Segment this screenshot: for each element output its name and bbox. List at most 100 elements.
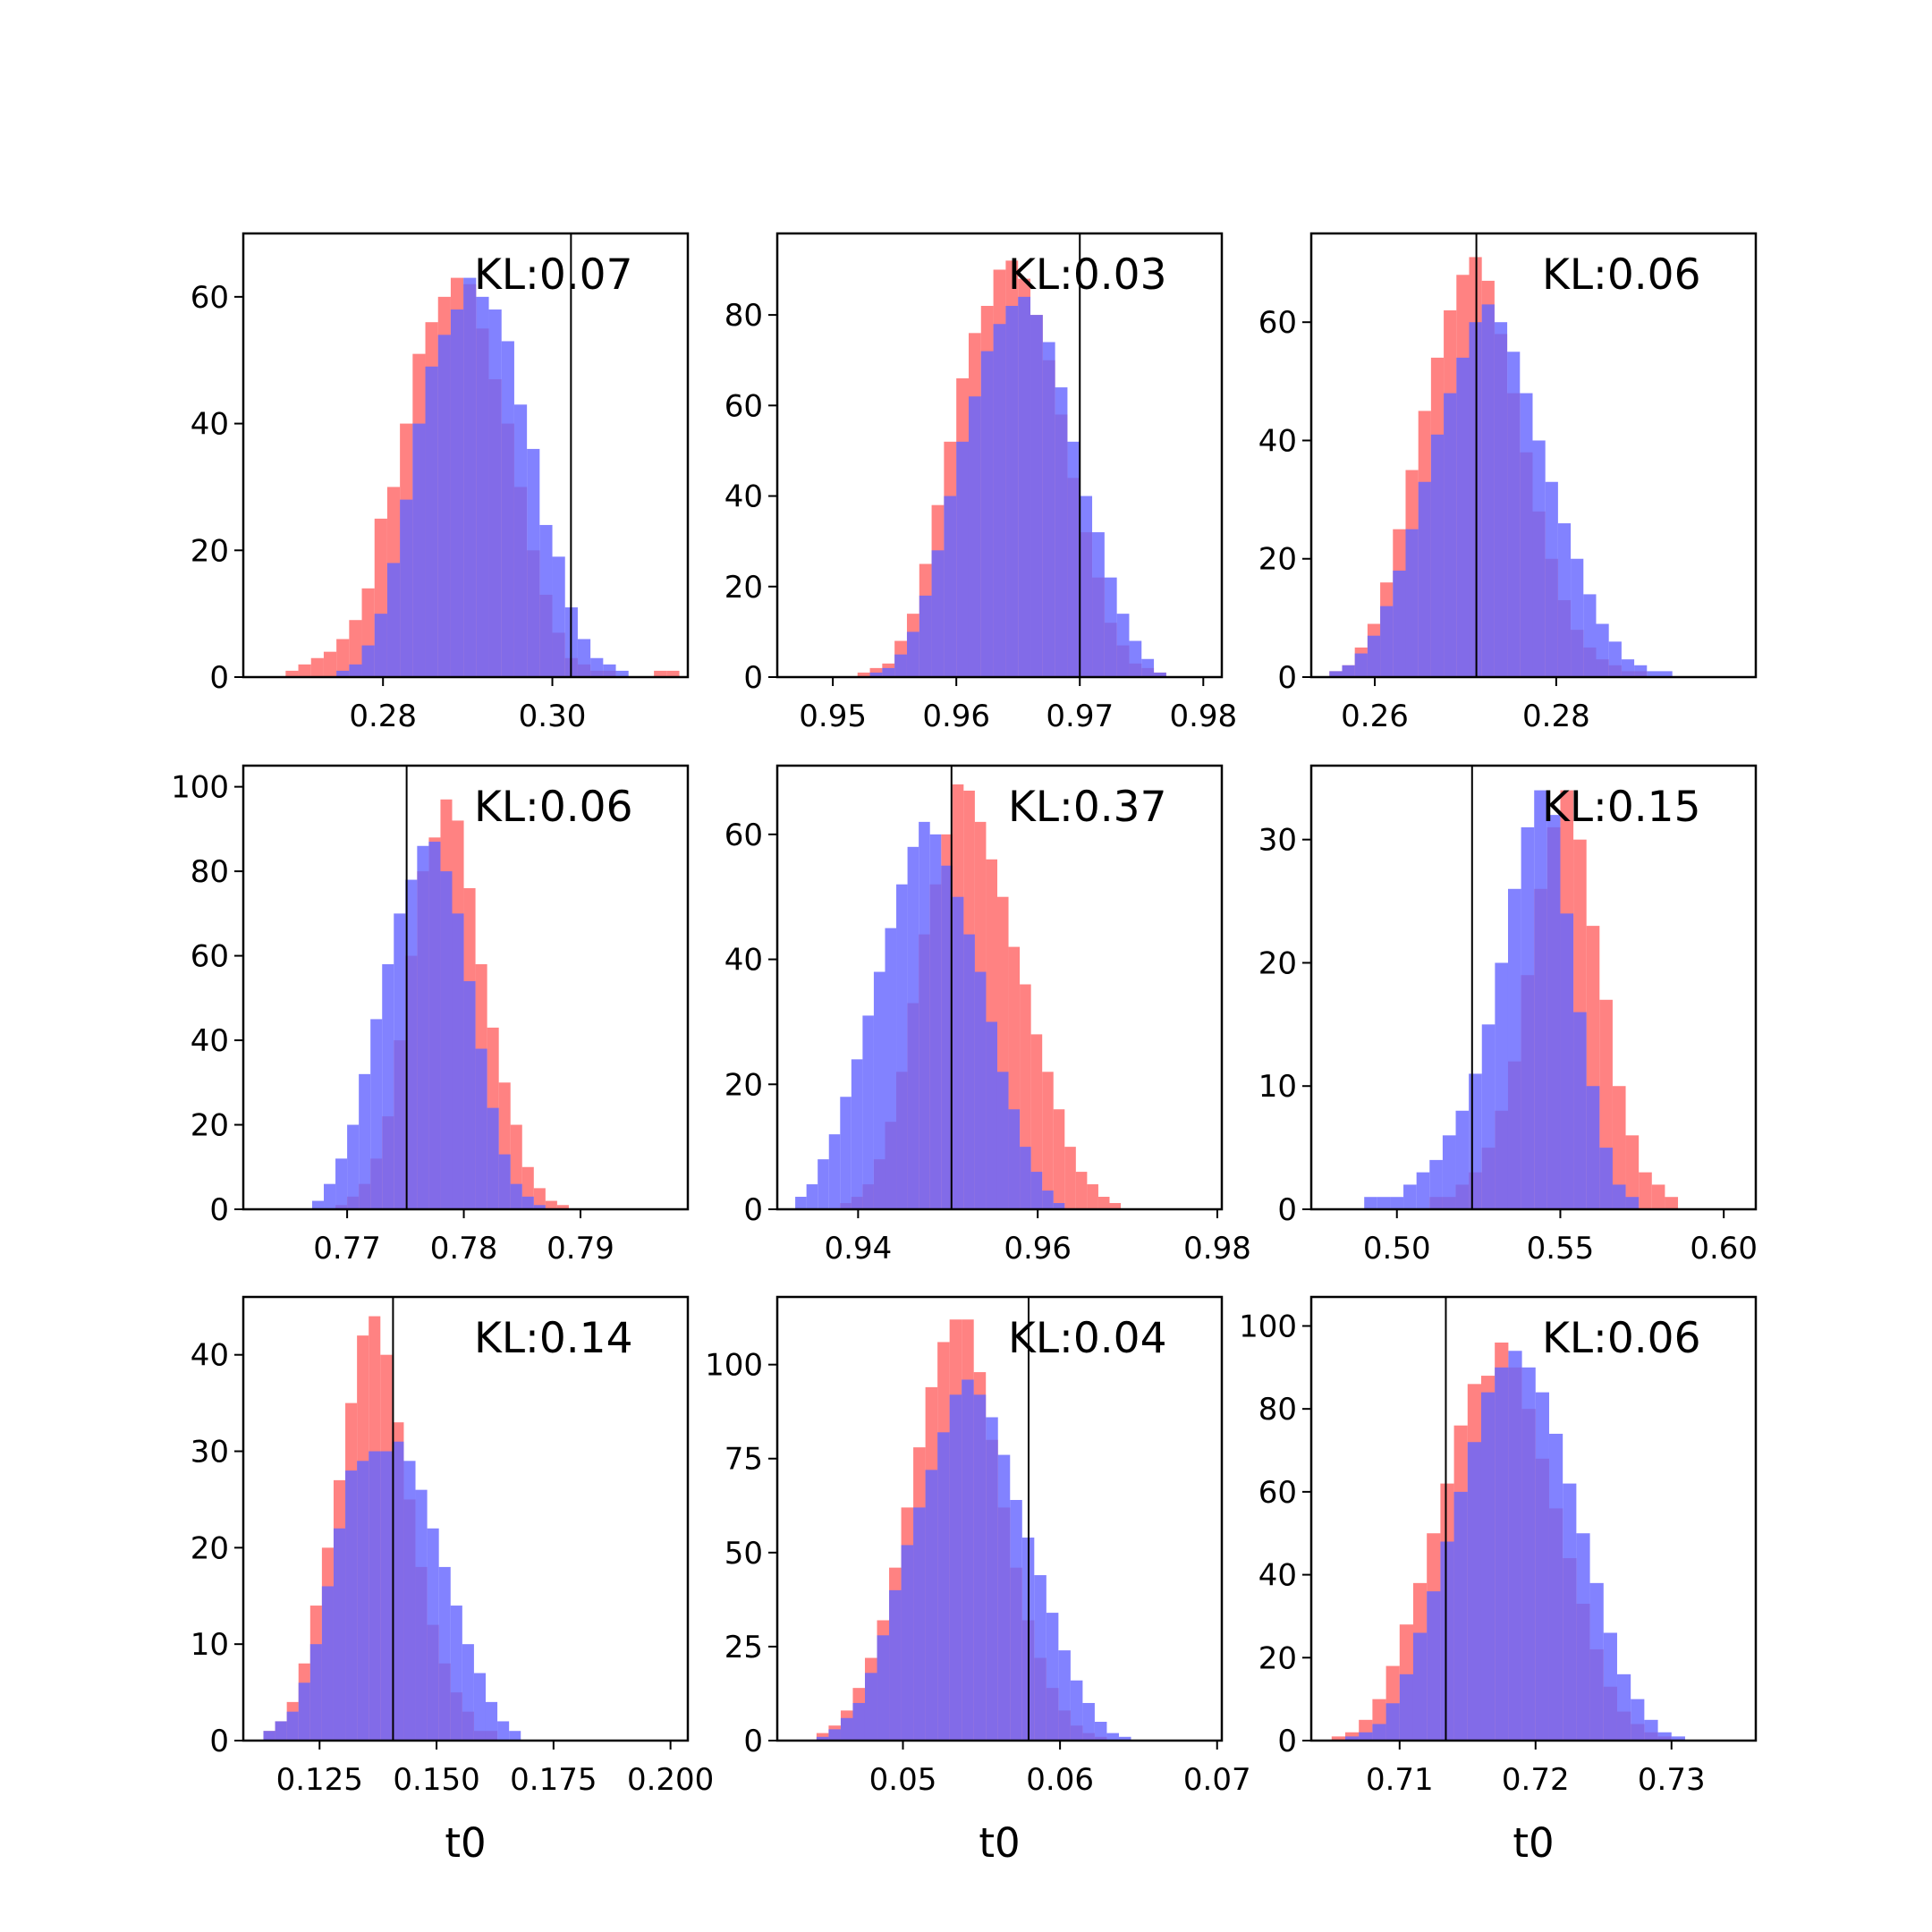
blue-histogram-bar (392, 1441, 404, 1741)
blue-histogram-bar (1634, 665, 1648, 677)
blue-histogram-bar (1399, 1674, 1413, 1741)
x-tick-label: 0.150 (393, 1762, 479, 1798)
blue-histogram-bar (1480, 1392, 1496, 1741)
blue-histogram-bar (487, 1107, 499, 1209)
blue-histogram-bar (498, 1154, 511, 1209)
y-tick-label: 25 (724, 1630, 763, 1665)
red-histogram-bar (857, 672, 870, 677)
axes-frame (242, 1295, 690, 1742)
blue-histogram-bar (425, 366, 438, 677)
y-tick-label: 30 (191, 1435, 229, 1470)
blue-histogram-bar (1082, 1702, 1095, 1741)
blue-histogram-bar (309, 1644, 322, 1741)
kl-divergence-label: KL:0.06 (474, 783, 633, 832)
blue-histogram-bar (263, 1731, 275, 1741)
x-tick-label: 0.77 (313, 1231, 381, 1267)
blue-histogram-bar (335, 1158, 348, 1209)
blue-histogram-bar (1495, 962, 1508, 1209)
blue-histogram-bar (462, 1644, 474, 1741)
blue-histogram-bar (828, 1729, 841, 1741)
y-tick-label: 40 (191, 407, 229, 443)
kl-divergence-label: KL:0.04 (1008, 1314, 1167, 1363)
histogram-panel-5: 0.94 0.96 0.98 0 20 40 60 KL:0.37 (724, 764, 1251, 1267)
blue-histogram-bar (941, 865, 953, 1209)
y-tick-label: 20 (1258, 1640, 1297, 1676)
blue-histogram-bar (913, 1507, 926, 1741)
red-histogram-bar (285, 670, 299, 677)
red-histogram-bar (666, 670, 680, 677)
blue-histogram-bar (896, 884, 908, 1209)
y-tick-label: 0 (1277, 1724, 1297, 1759)
red-histogram-bar (349, 620, 362, 677)
red-histogram-bar (533, 1188, 546, 1209)
blue-histogram-bar (521, 1196, 534, 1209)
histogram-panel-6: 0.50 0.55 0.60 0 10 20 30 KL:0.15 (1258, 764, 1758, 1267)
blue-histogram-bar (1067, 441, 1080, 677)
blue-histogram-bar (1359, 1732, 1373, 1741)
x-tick-label: 0.60 (1690, 1231, 1758, 1267)
blue-histogram-bar (1106, 1733, 1119, 1741)
blue-histogram-bar (1405, 529, 1419, 677)
x-tick-label: 0.73 (1638, 1762, 1706, 1798)
blue-histogram-bar (851, 1059, 863, 1209)
x-tick-label: 0.05 (869, 1762, 937, 1798)
red-histogram-bar (1075, 1172, 1088, 1209)
x-tick-label: 0.26 (1341, 699, 1409, 734)
blue-histogram-bar (997, 1454, 1011, 1741)
blue-histogram-bar (1380, 606, 1394, 677)
blue-histogram-bar (968, 396, 981, 677)
red-histogram-bar (1087, 1184, 1098, 1209)
blue-histogram-bar (1418, 481, 1431, 677)
blue-histogram-bar (840, 1097, 852, 1209)
red-histogram-bar (1612, 1086, 1626, 1209)
blue-histogram-bar (417, 845, 429, 1209)
blue-histogram-bar (438, 1566, 451, 1741)
blue-histogram-bar (369, 1451, 381, 1741)
blue-histogram-bar (864, 1673, 877, 1741)
red-histogram-bar (1097, 1197, 1110, 1209)
y-tick-label: 0 (743, 1724, 763, 1759)
y-tick-label: 80 (191, 854, 229, 890)
blue-histogram-bar (816, 1736, 829, 1741)
kl-divergence-label: KL:0.14 (474, 1314, 633, 1363)
red-histogram-bar (1042, 1072, 1054, 1209)
x-tick-label: 0.98 (1183, 1231, 1251, 1267)
axes-frame (1309, 232, 1758, 679)
blue-histogram-bar (818, 1159, 829, 1209)
blue-histogram-bar (412, 423, 426, 677)
blue-histogram-bar (1141, 658, 1155, 677)
x-tick-label: 0.28 (1522, 699, 1590, 734)
blue-histogram-bar (1481, 1024, 1496, 1209)
y-tick-label: 0 (209, 1724, 229, 1759)
blue-histogram-bar (1154, 672, 1166, 677)
x-tick-label: 0.96 (1004, 1231, 1072, 1267)
y-tick-label: 0 (743, 660, 763, 696)
blue-histogram-bar (1644, 1719, 1658, 1741)
blue-histogram-bar (1560, 913, 1574, 1209)
x-tick-label: 0.79 (547, 1231, 614, 1267)
blue-histogram-bar (1456, 357, 1470, 677)
blue-histogram-bar (437, 335, 451, 677)
blue-histogram-bar (509, 1731, 521, 1741)
blue-histogram-bar (1548, 1433, 1563, 1741)
x-tick-label: 0.78 (430, 1231, 498, 1267)
y-tick-label: 40 (191, 1023, 229, 1059)
x-axis-title: t0 (1513, 1819, 1554, 1867)
blue-histogram-bar (1094, 1721, 1107, 1741)
y-tick-label: 40 (1258, 423, 1297, 459)
blue-histogram-bar (882, 667, 895, 677)
blue-histogram-bar (485, 1701, 498, 1741)
panels-group: 0.28 0.30 0 20 40 60 KL:0.07 0.95 0.96 0.97 0.98 0 2… (171, 232, 1758, 1867)
blue-histogram-bar (1586, 1086, 1600, 1209)
y-tick-label: 10 (1258, 1069, 1297, 1105)
blue-histogram-bar (1589, 1582, 1604, 1741)
blue-histogram-bar (347, 1124, 360, 1209)
blue-histogram-bar (944, 496, 957, 677)
blue-histogram-bar (450, 309, 464, 677)
blue-histogram-bar (956, 441, 969, 677)
blue-histogram-bar (1364, 1197, 1377, 1209)
blue-histogram-bar (996, 1072, 1009, 1209)
blue-histogram-bar (552, 556, 565, 677)
blue-histogram-bar (1534, 790, 1547, 1209)
blue-histogram-bar (973, 1394, 987, 1741)
